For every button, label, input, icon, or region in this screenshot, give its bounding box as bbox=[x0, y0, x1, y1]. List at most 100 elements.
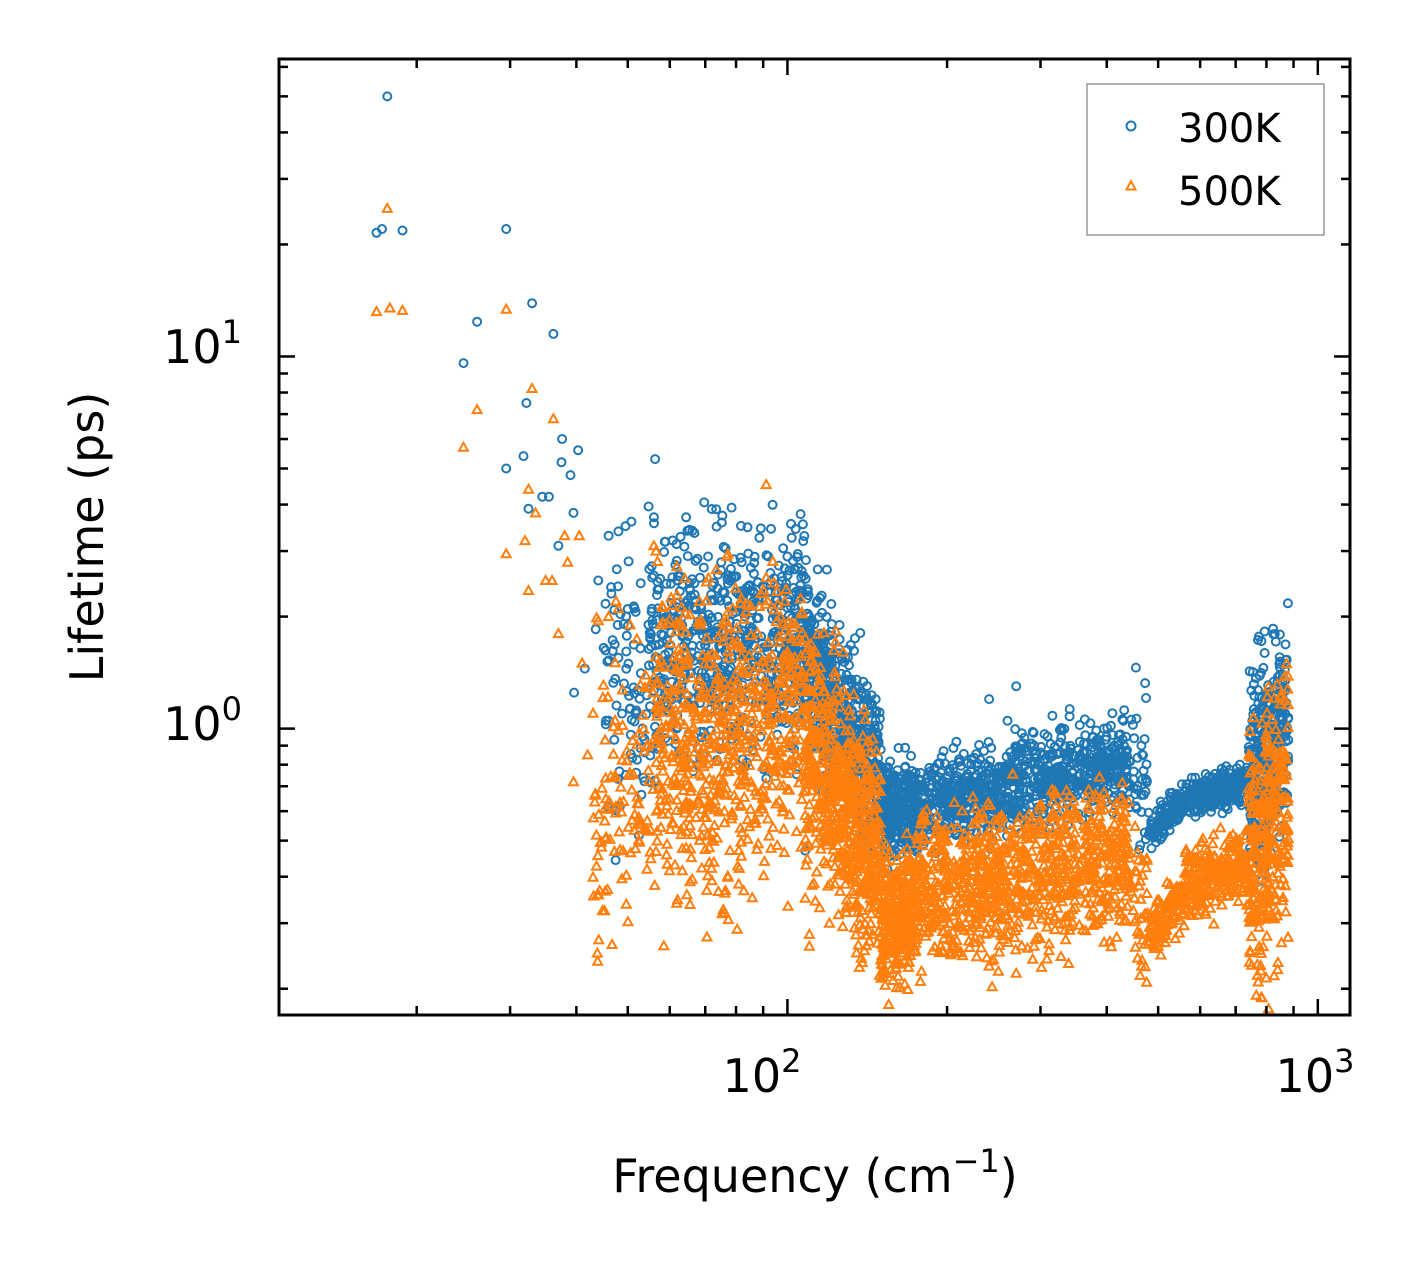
point-500k bbox=[708, 818, 721, 830]
point-300k bbox=[652, 590, 662, 601]
point-300k bbox=[959, 798, 970, 809]
point-300k bbox=[761, 550, 772, 561]
point-300k bbox=[612, 620, 623, 630]
point-500k bbox=[595, 781, 609, 793]
point-300k bbox=[713, 611, 724, 622]
point-300k bbox=[753, 577, 763, 588]
point-300k bbox=[557, 434, 568, 444]
point-500k bbox=[649, 544, 663, 556]
point-300k bbox=[631, 705, 642, 716]
point-300k bbox=[778, 543, 789, 554]
point-300k bbox=[675, 531, 686, 542]
point-300k bbox=[720, 647, 731, 658]
point-300k bbox=[717, 510, 728, 521]
point-500k bbox=[700, 930, 714, 942]
point-300k bbox=[958, 748, 969, 759]
point-500k bbox=[774, 732, 788, 744]
point-500k bbox=[457, 440, 470, 452]
point-300k bbox=[725, 563, 736, 574]
point-300k bbox=[606, 582, 617, 593]
point-500k bbox=[735, 849, 748, 861]
point-300k bbox=[767, 499, 778, 510]
point-500k bbox=[723, 843, 737, 855]
point-300k bbox=[397, 225, 408, 236]
point-300k bbox=[906, 750, 916, 761]
point-300k bbox=[527, 298, 538, 309]
point-500k bbox=[518, 534, 532, 546]
point-300k bbox=[844, 660, 854, 671]
point-500k bbox=[1026, 952, 1039, 964]
point-300k bbox=[630, 606, 641, 617]
point-300k bbox=[731, 618, 742, 629]
point-300k bbox=[1129, 733, 1140, 744]
point-500k bbox=[700, 883, 714, 895]
point-300k bbox=[1079, 714, 1090, 725]
point-500k bbox=[592, 933, 606, 945]
point-300k bbox=[639, 734, 650, 745]
point-300k bbox=[850, 633, 860, 644]
point-500k bbox=[572, 529, 586, 541]
point-300k bbox=[994, 801, 1005, 811]
point-300k bbox=[817, 607, 827, 618]
point-300k bbox=[664, 612, 675, 623]
point-300k bbox=[711, 504, 722, 515]
point-500k bbox=[803, 939, 816, 951]
point-300k bbox=[569, 687, 580, 698]
point-500k bbox=[370, 305, 383, 317]
point-300k bbox=[889, 775, 900, 786]
point-300k bbox=[884, 825, 895, 836]
point-300k bbox=[896, 794, 907, 805]
point-500k bbox=[381, 201, 394, 213]
point-300k bbox=[607, 635, 618, 646]
point-500k bbox=[721, 869, 735, 881]
point-300k bbox=[897, 782, 908, 793]
point-500k bbox=[783, 727, 797, 739]
point-500k bbox=[762, 829, 776, 841]
point-300k bbox=[1073, 778, 1084, 789]
point-500k bbox=[660, 848, 673, 860]
point-300k bbox=[713, 593, 723, 604]
point-300k bbox=[754, 532, 765, 543]
point-300k bbox=[660, 536, 671, 547]
point-300k bbox=[892, 765, 903, 776]
point-300k bbox=[610, 855, 621, 866]
point-300k bbox=[885, 756, 896, 767]
point-500k bbox=[525, 381, 539, 393]
point-300k bbox=[729, 572, 740, 583]
point-300k bbox=[796, 566, 807, 576]
point-300k bbox=[862, 723, 873, 734]
point-300k bbox=[501, 224, 512, 234]
point-300k bbox=[603, 655, 614, 666]
point-300k bbox=[722, 595, 733, 606]
point-300k bbox=[736, 625, 747, 636]
point-500k bbox=[732, 877, 745, 889]
point-300k bbox=[966, 759, 977, 770]
point-500k bbox=[648, 878, 661, 890]
point-300k bbox=[784, 565, 795, 576]
point-300k bbox=[802, 584, 813, 595]
point-300k bbox=[692, 651, 703, 661]
point-300k bbox=[1126, 714, 1137, 725]
point-300k bbox=[625, 703, 636, 714]
point-300k bbox=[1127, 719, 1138, 730]
point-300k bbox=[722, 578, 733, 589]
point-300k bbox=[855, 628, 866, 638]
point-500k bbox=[581, 748, 594, 760]
point-500k bbox=[683, 819, 697, 831]
point-300k bbox=[906, 793, 917, 804]
point-300k bbox=[900, 807, 911, 817]
point-500k bbox=[730, 922, 744, 934]
point-300k bbox=[690, 555, 701, 566]
point-300k bbox=[788, 555, 799, 566]
point-500k bbox=[766, 820, 780, 832]
point-300k bbox=[800, 555, 811, 566]
point-300k bbox=[683, 600, 694, 611]
point-300k bbox=[793, 585, 804, 596]
point-300k bbox=[1074, 720, 1085, 731]
point-300k bbox=[900, 742, 911, 753]
point-300k bbox=[826, 599, 837, 609]
point-300k bbox=[623, 658, 634, 669]
point-300k bbox=[590, 624, 601, 635]
point-500k bbox=[744, 802, 757, 814]
